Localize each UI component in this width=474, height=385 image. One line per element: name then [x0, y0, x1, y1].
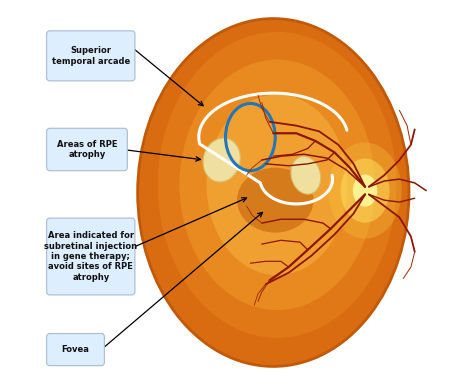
- FancyBboxPatch shape: [46, 31, 135, 81]
- Ellipse shape: [353, 174, 377, 207]
- Text: Fovea: Fovea: [62, 345, 90, 354]
- Ellipse shape: [237, 167, 313, 233]
- Text: Superior
temporal arcade: Superior temporal arcade: [52, 46, 130, 65]
- Ellipse shape: [180, 60, 375, 310]
- Ellipse shape: [207, 94, 348, 275]
- Ellipse shape: [291, 156, 321, 194]
- Ellipse shape: [137, 18, 409, 367]
- Text: Area indicated for
subretinal injection
in gene therapy;
avoid sites of RPE
atro: Area indicated for subretinal injection …: [44, 231, 137, 282]
- Ellipse shape: [203, 138, 240, 182]
- Ellipse shape: [158, 32, 397, 338]
- Text: Areas of RPE
atrophy: Areas of RPE atrophy: [57, 140, 117, 159]
- Ellipse shape: [328, 142, 402, 239]
- FancyBboxPatch shape: [46, 128, 128, 171]
- Ellipse shape: [341, 159, 390, 223]
- FancyBboxPatch shape: [46, 333, 104, 366]
- FancyBboxPatch shape: [46, 218, 135, 295]
